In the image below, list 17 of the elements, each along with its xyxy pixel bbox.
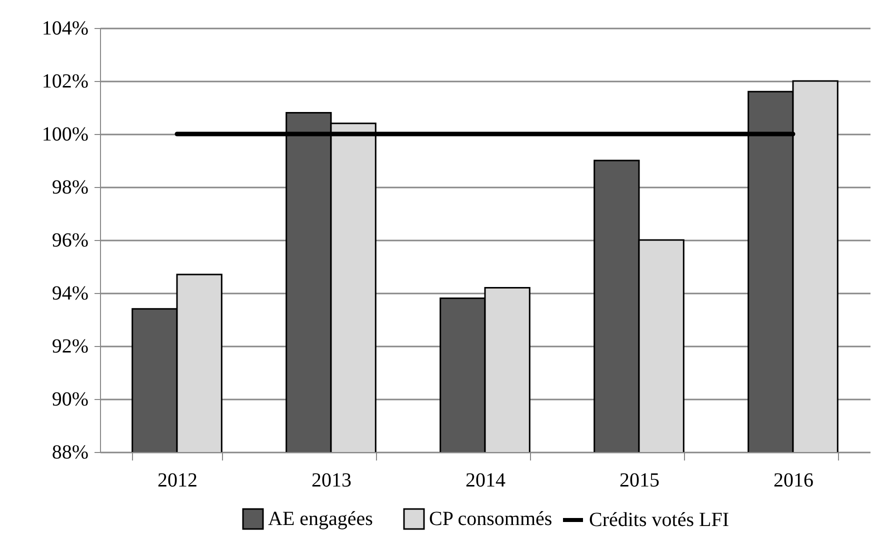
legend-label: Crédits votés LFI <box>589 509 729 531</box>
legend-label: AE engagées <box>268 508 374 530</box>
y-tick-label: 92% <box>52 336 88 358</box>
x-tick-label: 2016 <box>774 470 814 492</box>
y-tick-label: 100% <box>42 124 88 146</box>
x-tick-label: 2015 <box>620 470 660 492</box>
y-tick-label: 90% <box>52 388 88 410</box>
y-tick-label: 94% <box>52 282 88 304</box>
x-tick-label: 2012 <box>158 470 198 492</box>
x-tick-label: 2013 <box>312 470 352 492</box>
y-tick-label: 98% <box>52 176 88 198</box>
y-tick-label: 88% <box>52 442 88 464</box>
y-tick-label: 104% <box>42 18 88 40</box>
legend-label: CP consommés <box>429 508 552 530</box>
x-tick-label: 2014 <box>466 470 506 492</box>
y-tick-label: 96% <box>52 230 88 252</box>
y-tick-label: 102% <box>42 70 88 92</box>
